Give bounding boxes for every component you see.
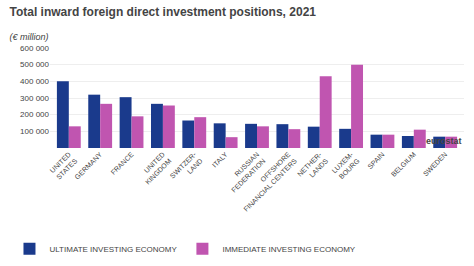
svg-text:GERMANY: GERMANY (73, 151, 103, 181)
svg-text:ULTIMATE INVESTING ECONOMY: ULTIMATE INVESTING ECONOMY (49, 245, 177, 254)
svg-text:Total inward foreign direct in: Total inward foreign direct investment p… (9, 5, 316, 19)
svg-text:500 000: 500 000 (20, 60, 49, 69)
svg-text:SWEDEN: SWEDEN (422, 151, 449, 178)
svg-text:SWITZER-LAND: SWITZER-LAND (169, 150, 205, 186)
svg-text:200 000: 200 000 (20, 110, 49, 119)
svg-text:400 000: 400 000 (20, 77, 49, 86)
svg-text:NETHER-LANDS: NETHER-LANDS (296, 150, 330, 184)
svg-text:SPAIN: SPAIN (366, 151, 385, 170)
svg-text:100 000: 100 000 (20, 127, 49, 136)
svg-text:UNITEDKINGDOM: UNITEDKINGDOM (137, 151, 172, 186)
svg-text:ITALY: ITALY (211, 151, 229, 169)
svg-text:UNITEDSTATES: UNITEDSTATES (49, 151, 79, 181)
svg-text:600 000: 600 000 (20, 44, 49, 53)
svg-text:LUXEM-BOURG: LUXEM-BOURG (331, 150, 362, 181)
svg-text:RUSSIANFEDERATION: RUSSIANFEDERATION (224, 151, 267, 194)
svg-text:300 000: 300 000 (20, 94, 49, 103)
svg-text:IMMEDIATE INVESTING ECONOMY: IMMEDIATE INVESTING ECONOMY (222, 245, 355, 254)
svg-text:OFFSHOREFINANCIAL CENTERS: OFFSHOREFINANCIAL CENTERS (236, 150, 298, 212)
svg-text:BELGIUM: BELGIUM (390, 151, 417, 178)
svg-text:FRANCE: FRANCE (109, 150, 135, 176)
svg-text:(€ million): (€ million) (9, 32, 48, 42)
svg-text:eurostat: eurostat (426, 136, 462, 146)
